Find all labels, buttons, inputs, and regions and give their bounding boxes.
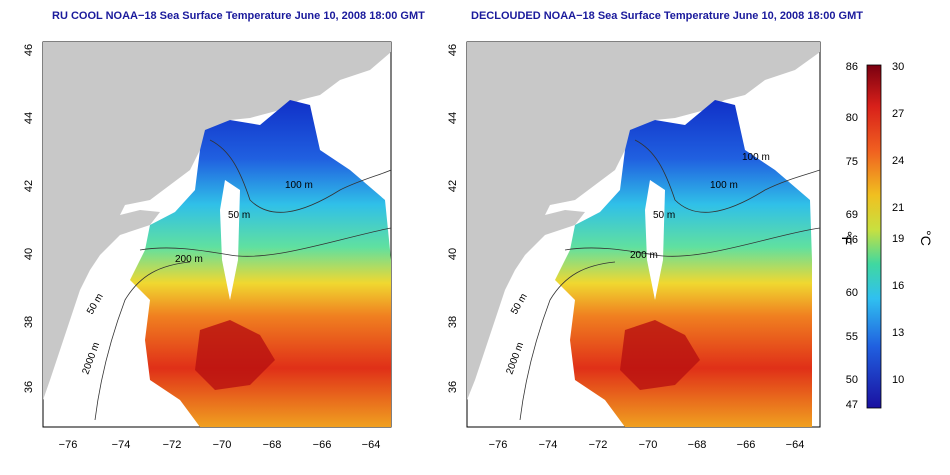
- colorbar-gradient: [866, 64, 882, 409]
- c-tick: 21: [892, 202, 904, 214]
- y-tick: 44: [23, 112, 35, 124]
- x-tick: −68: [688, 439, 707, 451]
- f-tick: 60: [846, 287, 858, 299]
- contour-label: 100 m: [285, 180, 313, 191]
- x-tick: −74: [539, 439, 558, 451]
- f-tick: 55: [846, 331, 858, 343]
- contour-label: 50 m: [653, 210, 675, 221]
- f-tick: 69: [846, 209, 858, 221]
- colorbar-c-ticks: 30 27 24 21 19 16 13 10: [892, 61, 904, 386]
- x-tick: −70: [639, 439, 658, 451]
- y-tick: 42: [447, 180, 459, 192]
- c-tick: 13: [892, 327, 904, 339]
- x-ticks-left: −76 −74 −72 −70 −68 −66 −64: [59, 439, 381, 451]
- land-mass: [43, 42, 391, 400]
- x-tick: −64: [786, 439, 805, 451]
- x-tick: −66: [313, 439, 332, 451]
- contour-label: 200 m: [630, 250, 658, 261]
- warm-core: [195, 320, 275, 390]
- c-tick: 19: [892, 233, 904, 245]
- f-tick: 80: [846, 112, 858, 124]
- c-tick: 30: [892, 61, 904, 73]
- contour-200m: [139, 227, 391, 257]
- contour-2000m: [519, 261, 616, 421]
- y-tick: 44: [447, 112, 459, 124]
- f-tick: 66: [846, 234, 858, 246]
- y-tick: 46: [23, 44, 35, 56]
- contour-200m: [564, 227, 820, 257]
- c-tick: 16: [892, 280, 904, 292]
- x-tick: −70: [213, 439, 232, 451]
- colorbar: 86 80 75 69 66 60 55 50 47 30 27 24 21 1…: [839, 61, 934, 411]
- y-tick: 42: [23, 180, 35, 192]
- panel-left-title: RU COOL NOAA−18 Sea Surface Temperature …: [52, 10, 425, 22]
- x-tick: −72: [589, 439, 608, 451]
- y-tick: 40: [447, 248, 459, 260]
- contour-label: 200 m: [175, 254, 203, 265]
- f-tick: 86: [846, 61, 858, 73]
- contour-label: 50 m: [228, 210, 250, 221]
- cloud-mask: [220, 180, 240, 300]
- contour-label: 100 m: [742, 152, 770, 163]
- c-tick: 24: [892, 155, 904, 167]
- x-tick: −72: [163, 439, 182, 451]
- y-tick: 46: [447, 44, 459, 56]
- ocean-sst: [555, 100, 812, 427]
- contour-50m: [634, 139, 820, 213]
- f-tick: 47: [846, 399, 858, 411]
- y-tick: 36: [447, 381, 459, 393]
- f-tick: 50: [846, 374, 858, 386]
- c-tick: 27: [892, 108, 904, 120]
- y-tick: 38: [23, 316, 35, 328]
- cloud-mask: [645, 180, 665, 300]
- y-tick: 40: [23, 248, 35, 260]
- map-panel-right: 100 m 100 m 50 m 200 m 50 m 2000 m −76 −…: [447, 41, 821, 451]
- y-ticks-left: 36 38 40 42 44 46: [23, 44, 35, 393]
- land-mass: [467, 42, 820, 400]
- x-ticks-right: −76 −74 −72 −70 −68 −66 −64: [489, 439, 805, 451]
- c-tick: 10: [892, 374, 904, 386]
- y-ticks-right: 36 38 40 42 44 46: [447, 44, 459, 393]
- y-tick: 38: [447, 316, 459, 328]
- contour-label: 100 m: [710, 180, 738, 191]
- contour-2000m: [94, 261, 191, 421]
- map-panel-left: 100 m 50 m 200 m 50 m 2000 m −76 −74 −72…: [23, 41, 392, 451]
- warm-core: [620, 320, 700, 390]
- panel-right-title: DECLOUDED NOAA−18 Sea Surface Temperatur…: [471, 10, 863, 22]
- f-tick: 75: [846, 156, 858, 168]
- x-tick: −76: [489, 439, 508, 451]
- ocean-sst: [130, 100, 391, 427]
- x-tick: −76: [59, 439, 78, 451]
- x-tick: −74: [112, 439, 131, 451]
- contour-50m: [209, 139, 391, 213]
- celsius-label: °C: [918, 230, 934, 246]
- y-tick: 36: [23, 381, 35, 393]
- x-tick: −64: [362, 439, 381, 451]
- fahrenheit-label: °F: [839, 231, 855, 245]
- x-tick: −68: [263, 439, 282, 451]
- x-tick: −66: [737, 439, 756, 451]
- colorbar-f-ticks: 86 80 75 69 66 60 55 50 47: [846, 61, 858, 411]
